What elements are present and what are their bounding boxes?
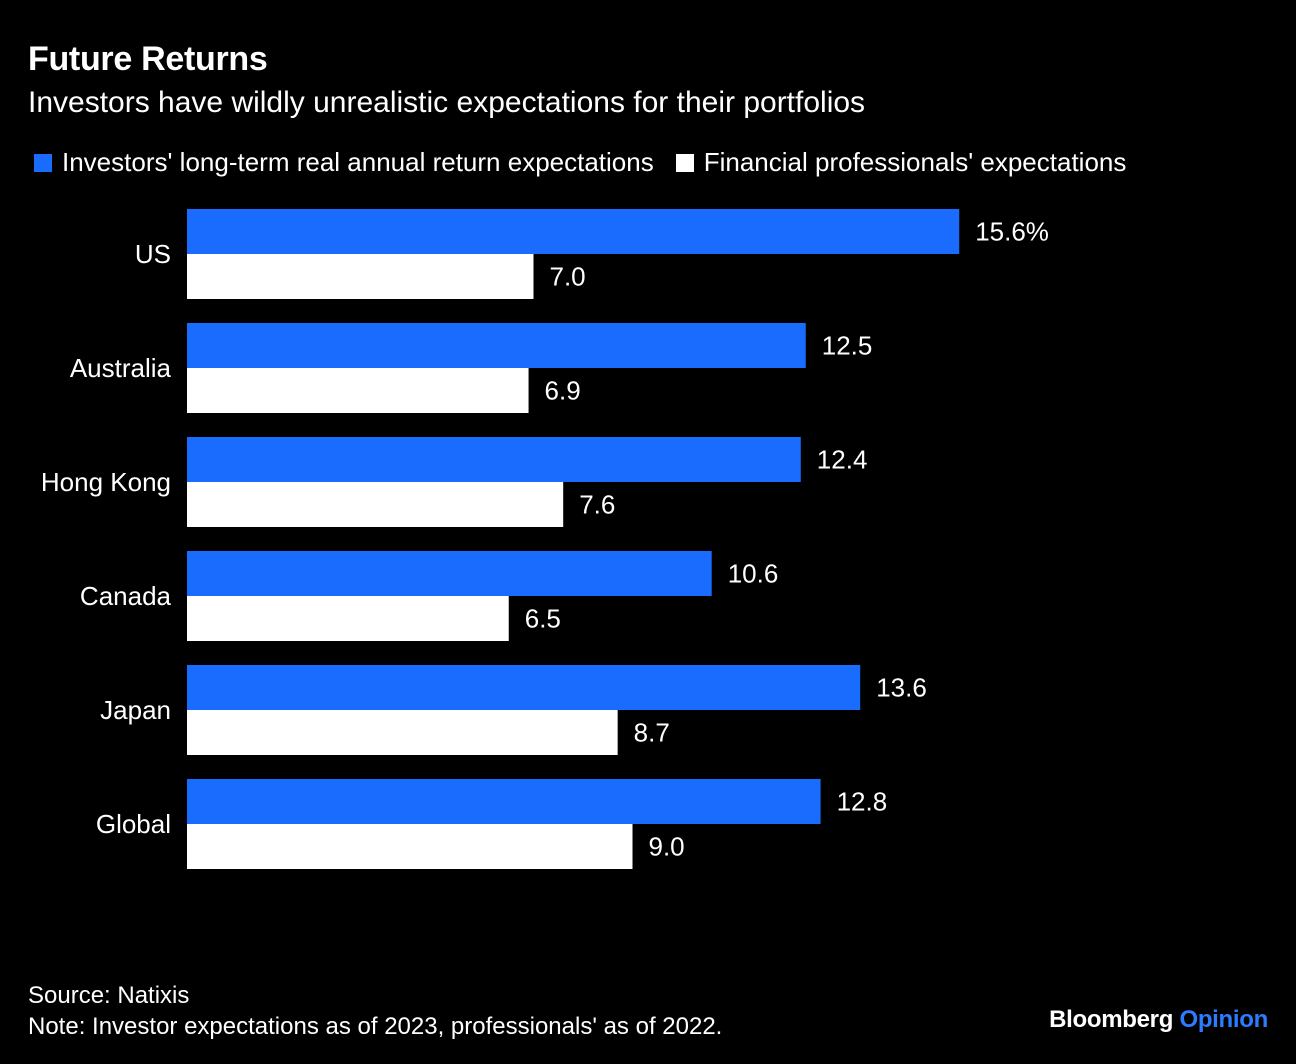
category-label: Global: [96, 809, 171, 839]
bar-value-label: 7.0: [550, 262, 586, 292]
bar-value-label: 8.7: [634, 718, 670, 748]
bar-investors: [187, 551, 712, 596]
legend: Investors' long-term real annual return …: [34, 147, 1148, 178]
bar-value-label: 9.0: [649, 832, 685, 862]
bar-value-label: 13.6: [876, 673, 927, 703]
bar-investors: [187, 209, 960, 254]
category-label: Canada: [80, 581, 172, 611]
bar-value-label: 12.5: [822, 331, 873, 361]
bar-value-label: 10.6: [728, 559, 779, 589]
note-text: Note: Investor expectations as of 2023, …: [28, 1013, 723, 1040]
bar-investors: [187, 665, 861, 710]
legend-swatch-professionals: [675, 153, 694, 172]
brand-accent: Opinion: [1179, 1006, 1268, 1033]
chart-subtitle: Investors have wildly unrealistic expect…: [28, 86, 866, 119]
bar-professionals: [187, 596, 509, 641]
legend-item-professionals: Financial professionals' expectations: [675, 147, 1127, 178]
bar-professionals: [187, 482, 564, 527]
brand-main: Bloomberg: [1049, 1006, 1174, 1033]
legend-label-professionals: Financial professionals' expectations: [703, 147, 1127, 177]
footer-notes: Source: Natixis Note: Investor expectati…: [28, 980, 722, 1042]
category-label: Hong Kong: [41, 467, 171, 497]
bar-professionals: [187, 824, 633, 869]
bar-professionals: [187, 710, 618, 755]
category-label: Australia: [70, 353, 172, 383]
bar-investors: [187, 779, 821, 824]
brand-logo: Bloomberg Opinion: [1049, 1006, 1268, 1034]
legend-item-investors: Investors' long-term real annual return …: [34, 147, 654, 178]
bar-value-label: 6.9: [545, 376, 581, 406]
category-label: US: [135, 239, 171, 269]
bar-professionals: [187, 254, 534, 299]
bar-professionals: [187, 368, 529, 413]
bar-investors: [187, 323, 806, 368]
legend-swatch-investors: [34, 153, 52, 172]
bar-value-label: 7.6: [579, 490, 615, 520]
chart-title: Future Returns: [28, 40, 268, 78]
bar-value-label: 12.4: [817, 445, 868, 475]
bar-value-label: 6.5: [525, 604, 561, 634]
bar-investors: [187, 437, 801, 482]
legend-label-investors: Investors' long-term real annual return …: [62, 147, 654, 177]
category-label: Japan: [100, 695, 171, 725]
bar-value-label: 15.6%: [975, 217, 1049, 247]
bar-value-label: 12.8: [837, 787, 888, 817]
source-text: Source: Natixis: [28, 982, 190, 1009]
